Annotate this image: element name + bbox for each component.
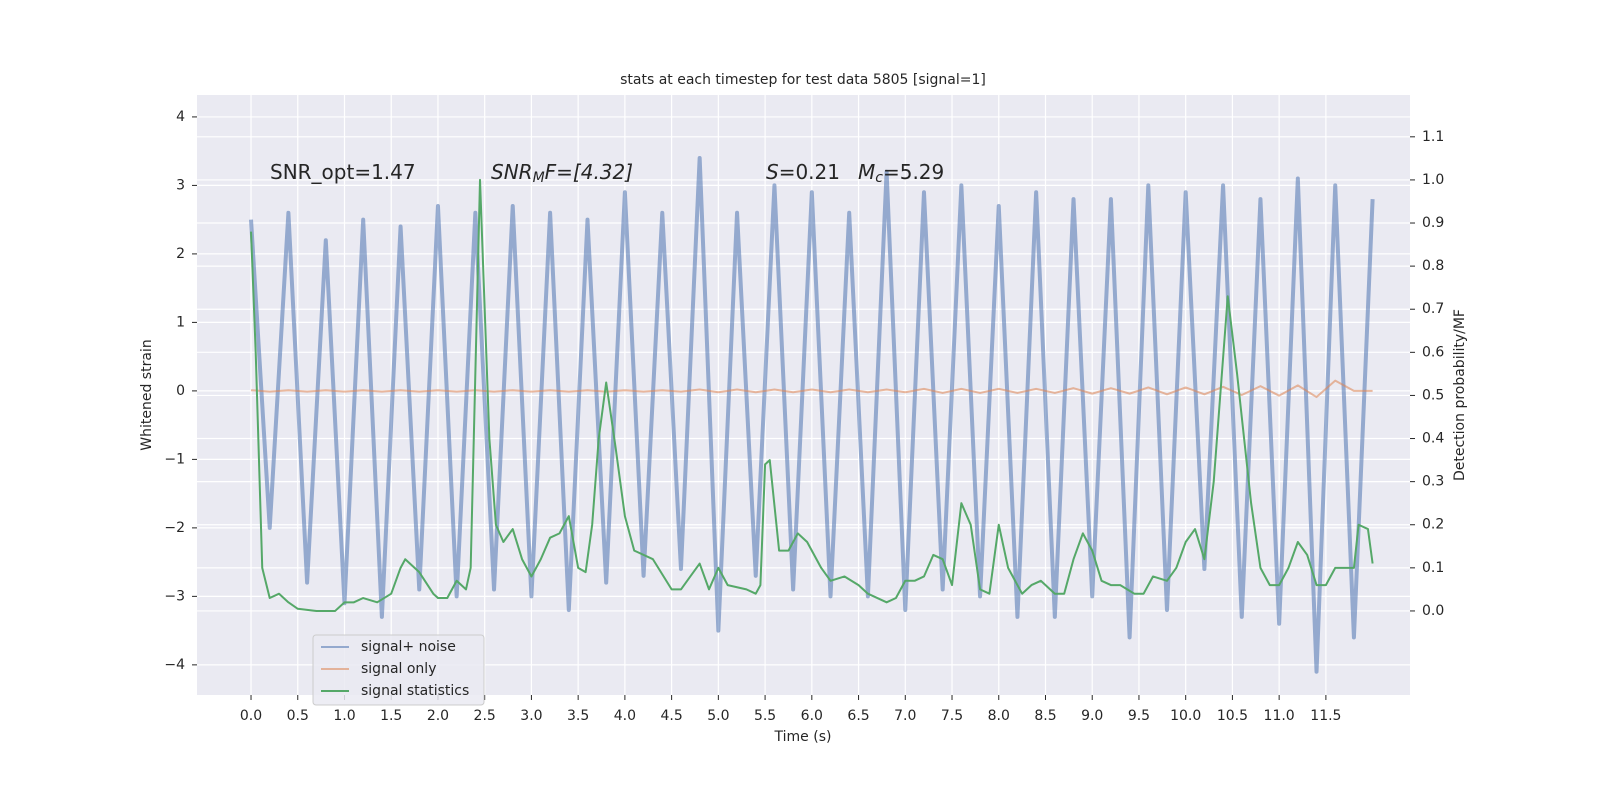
y-tick-label: 0 bbox=[176, 383, 185, 399]
y2-tick-label: 0.3 bbox=[1422, 474, 1444, 490]
x-tick-label: 2.5 bbox=[474, 708, 496, 724]
y-tick-label: −4 bbox=[164, 657, 185, 673]
annotation-text: =5.29 bbox=[883, 160, 944, 184]
chart-title: stats at each timestep for test data 580… bbox=[620, 72, 986, 88]
series-line bbox=[249, 156, 1375, 674]
x-tick-label: 4.0 bbox=[614, 708, 636, 724]
y2-tick-label: 0.6 bbox=[1422, 344, 1444, 360]
x-tick-label: 8.0 bbox=[988, 708, 1010, 724]
y-tick-label: 4 bbox=[176, 109, 185, 125]
x-tick-label: 6.0 bbox=[801, 708, 823, 724]
y-tick-label: 3 bbox=[176, 177, 185, 193]
x-tick-label: 6.5 bbox=[847, 708, 869, 724]
x-tick-label: 0.0 bbox=[240, 708, 262, 724]
y2-tick-label: 1.0 bbox=[1422, 172, 1444, 188]
y2-tick-label: 0.2 bbox=[1422, 517, 1444, 533]
x-tick-label: 9.5 bbox=[1128, 708, 1150, 724]
x-tick-label: 0.5 bbox=[287, 708, 309, 724]
legend-label: signal only bbox=[361, 661, 436, 677]
series-line bbox=[250, 379, 1373, 399]
x-tick-label: 4.5 bbox=[660, 708, 682, 724]
legend-label: signal statistics bbox=[361, 683, 469, 699]
x-tick-label: 3.5 bbox=[567, 708, 589, 724]
y-tick-label: −3 bbox=[164, 588, 185, 604]
x-tick-label: 11.0 bbox=[1264, 708, 1295, 724]
y-tick-label: 2 bbox=[176, 246, 185, 262]
x-tick-label: 10.5 bbox=[1217, 708, 1248, 724]
x-tick-label: 2.0 bbox=[427, 708, 449, 724]
y2-tick-label: 1.1 bbox=[1422, 129, 1444, 145]
annotation: Mc=5.29 bbox=[858, 160, 944, 187]
y-tick-label: −2 bbox=[164, 520, 185, 536]
y2-tick-label: 0.0 bbox=[1422, 603, 1444, 619]
x-tick-label: 1.5 bbox=[380, 708, 402, 724]
labels: 0.0 0.5 1.0 1.5 2.0 2.5 3.0 3.5 4.0 4.5 5.0 5.5 6.0 6… bbox=[164, 109, 1444, 724]
y2-tick-label: 0.4 bbox=[1422, 431, 1444, 447]
annotation-text: M bbox=[858, 160, 875, 184]
annotation-text: SNR bbox=[491, 160, 533, 184]
legend: signal+ noise signal only signal statistic… bbox=[312, 634, 485, 706]
x-tick-label: 3.0 bbox=[520, 708, 542, 724]
y2-tick-label: 0.7 bbox=[1422, 301, 1444, 317]
x-tick-label: 10.0 bbox=[1170, 708, 1201, 724]
y2-tick-label: 0.9 bbox=[1422, 215, 1444, 231]
y2-tick-label: 0.1 bbox=[1422, 560, 1444, 576]
x-tick-label: 7.5 bbox=[941, 708, 963, 724]
annotation-text: F=[4.32] bbox=[545, 160, 633, 184]
marks bbox=[249, 156, 1375, 674]
annotation: SNRMF=[4.32] bbox=[491, 160, 633, 187]
series-line bbox=[250, 178, 1374, 612]
y2-tick-label: 0.5 bbox=[1422, 387, 1444, 403]
x-tick-label: 9.0 bbox=[1081, 708, 1103, 724]
y-tick-label: 1 bbox=[176, 314, 185, 330]
annotation-text: SNR_opt=1.47 bbox=[270, 160, 416, 184]
x-axis-label: Time (s) bbox=[774, 729, 832, 745]
y2-axis-label: Detection probability/MF bbox=[1452, 309, 1468, 481]
x-tick-label: 11.5 bbox=[1310, 708, 1341, 724]
annotation-text: S bbox=[766, 160, 779, 184]
x-tick-label: 1.0 bbox=[333, 708, 355, 724]
legend-box bbox=[312, 634, 485, 706]
annotation-text: =0.21 bbox=[779, 160, 840, 184]
x-tick-label: 5.5 bbox=[754, 708, 776, 724]
y-axis-label: Whitened strain bbox=[139, 339, 155, 450]
annotation-sub: M bbox=[533, 170, 545, 186]
annotation-sub: c bbox=[875, 170, 883, 186]
x-tick-label: 5.0 bbox=[707, 708, 729, 724]
legend-label: signal+ noise bbox=[361, 639, 456, 655]
x-tick-label: 7.0 bbox=[894, 708, 916, 724]
y-tick-label: −1 bbox=[164, 451, 185, 467]
x-tick-label: 8.5 bbox=[1034, 708, 1056, 724]
annotation: S=0.21 bbox=[766, 160, 840, 184]
y2-tick-label: 0.8 bbox=[1422, 258, 1444, 274]
annotation: SNR_opt=1.47 bbox=[270, 160, 416, 184]
